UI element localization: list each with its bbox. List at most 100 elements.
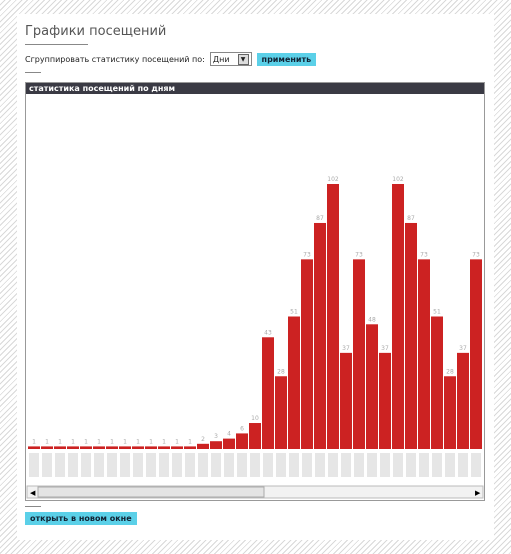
bar [301, 259, 313, 449]
bar [54, 446, 66, 449]
x-label-blur [224, 453, 234, 477]
select-value: Дни [212, 54, 230, 64]
value-label: 1 [162, 438, 166, 445]
divider [25, 44, 88, 45]
x-label-blur [393, 453, 403, 477]
bar [210, 441, 222, 449]
chart-title: статистика посещений по дням [26, 83, 484, 94]
value-label: 1 [136, 438, 140, 445]
value-label: 43 [264, 329, 272, 336]
bar [340, 352, 352, 449]
value-label: 73 [355, 251, 363, 258]
x-label-blur [198, 453, 208, 477]
value-label: 1 [84, 438, 88, 445]
divider [25, 72, 41, 73]
value-label: 1 [110, 438, 114, 445]
value-label: 37 [342, 345, 350, 352]
x-label-blur [81, 453, 91, 477]
value-label: 102 [327, 176, 339, 183]
bar [418, 259, 430, 449]
value-label: 73 [303, 251, 311, 258]
bar [379, 352, 391, 449]
x-label-blur [315, 453, 325, 477]
bar [197, 443, 209, 449]
bar [405, 222, 417, 449]
bar [106, 446, 118, 449]
x-label-blur [263, 453, 273, 477]
value-label: 1 [45, 438, 49, 445]
x-label-blur [107, 453, 117, 477]
value-label: 2 [201, 436, 205, 443]
value-label: 51 [433, 309, 441, 316]
value-label: 48 [368, 316, 376, 323]
x-label-blur [354, 453, 364, 477]
value-label: 4 [227, 431, 231, 438]
group-label: Сгруппировать статистику посещений по: [25, 54, 205, 64]
bar [457, 352, 469, 449]
open-window-button[interactable]: открыть в новом окне [25, 512, 137, 525]
x-label-blur [42, 453, 52, 477]
x-label-blur [237, 453, 247, 477]
bar [236, 433, 248, 449]
x-label-blur [406, 453, 416, 477]
x-label-blur [250, 453, 260, 477]
bar [262, 337, 274, 449]
x-label-blur [276, 453, 286, 477]
value-label: 10 [251, 415, 259, 422]
scroll-left[interactable]: ◀ [30, 489, 36, 497]
x-label-blur [380, 453, 390, 477]
value-label: 1 [188, 438, 192, 445]
value-label: 1 [175, 438, 179, 445]
x-label-blur [120, 453, 130, 477]
value-label: 37 [381, 345, 389, 352]
x-label-blur [367, 453, 377, 477]
value-label: 51 [290, 309, 298, 316]
value-label: 87 [316, 215, 324, 222]
value-label: 1 [149, 438, 153, 445]
scroll-thumb[interactable] [37, 486, 265, 498]
scroll-right[interactable]: ▶ [475, 489, 481, 497]
value-label: 73 [420, 251, 428, 258]
x-label-blur [471, 453, 481, 477]
bar [67, 446, 79, 449]
bar [288, 316, 300, 449]
group-row: Сгруппировать статистику посещений по: Д… [25, 52, 317, 66]
x-label-blur [185, 453, 195, 477]
apply-button[interactable]: применить [256, 52, 317, 66]
x-label-blur [94, 453, 104, 477]
value-label: 1 [97, 438, 101, 445]
x-label-blur [55, 453, 65, 477]
value-label: 73 [472, 251, 480, 258]
bar [327, 184, 339, 449]
bar [41, 446, 53, 449]
group-select[interactable]: Дни ▼ [209, 52, 252, 66]
bar [223, 438, 235, 449]
bar [80, 446, 92, 449]
x-label-blur [159, 453, 169, 477]
bar [93, 446, 105, 449]
value-label: 28 [277, 368, 285, 375]
x-label-blur [29, 453, 39, 477]
chart-box: статистика посещений по дням ◀ ▶ 1 1 1 1 1 1 1… [25, 82, 485, 501]
bar [470, 259, 482, 449]
bar [314, 222, 326, 449]
bar [184, 446, 196, 449]
bar [444, 376, 456, 449]
bar [158, 446, 170, 449]
bar [431, 316, 443, 449]
bar [145, 446, 157, 449]
value-label: 3 [214, 433, 218, 440]
x-label-blur [211, 453, 221, 477]
divider [25, 506, 41, 507]
value-label: 1 [58, 438, 62, 445]
value-label: 37 [459, 345, 467, 352]
x-label-blur [133, 453, 143, 477]
select-arrow: ▼ [237, 53, 249, 65]
x-label-blur [458, 453, 468, 477]
value-label: 1 [123, 438, 127, 445]
x-label-blur [146, 453, 156, 477]
value-label: 1 [32, 438, 36, 445]
chart: ◀ ▶ 1 1 1 1 1 1 1 1 1 1 1 1 1 2 3 4 6 10 43 28 51 73 87 102 37 73… [26, 176, 484, 499]
x-label-blur [341, 453, 351, 477]
